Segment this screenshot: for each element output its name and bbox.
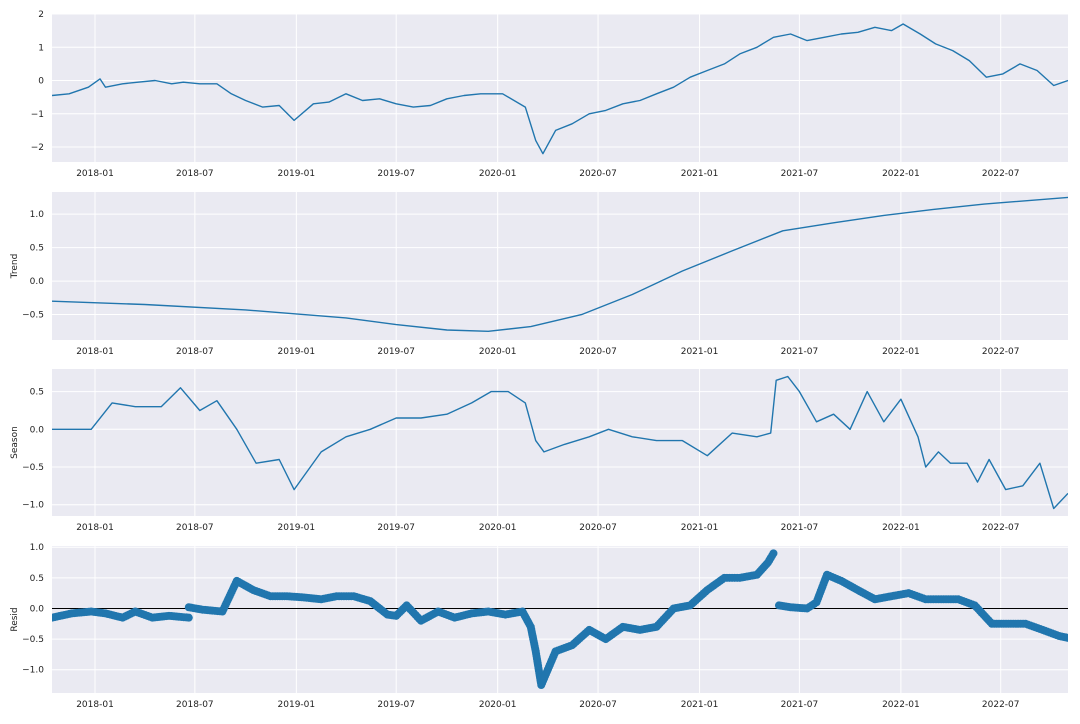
- plot-area: [52, 546, 1068, 693]
- y-tick-label: −0.5: [22, 635, 44, 645]
- x-tick-label: 2018-07: [176, 700, 214, 710]
- x-tick-label: 2020-07: [579, 347, 617, 357]
- x-tick-label: 2018-01: [76, 700, 114, 710]
- y-tick-label: 1.0: [30, 210, 45, 220]
- resid-point: [769, 549, 778, 558]
- y-tick-label: 0: [38, 77, 44, 87]
- x-tick-label: 2018-07: [176, 347, 214, 357]
- panel-trend: 2018-01 2018-07 2019-01 2019-07 2020-01 2020-…: [10, 192, 1068, 357]
- x-tick-label: 2022-07: [982, 523, 1020, 533]
- panel-resid: 2018-01 2018-07 2019-01 2019-07 2020-01 2020-…: [10, 543, 1068, 710]
- data-layer: [52, 196, 1068, 332]
- plot-area: [52, 192, 1068, 340]
- x-tick-label: 2019-07: [377, 700, 415, 710]
- series-line: [52, 23, 1068, 155]
- y-tick-label: 0.0: [30, 277, 45, 287]
- x-tick-label: 2021-07: [781, 347, 819, 357]
- series-line: [52, 196, 1068, 332]
- y-tick-label: −1: [31, 110, 44, 120]
- y-tick-label: 2: [38, 10, 44, 20]
- x-tick-label: 2018-07: [176, 523, 214, 533]
- x-tick-label: 2020-07: [579, 523, 617, 533]
- panel-observed: 2018-01 2018-07 2019-01 2019-07 2020-01 2020-…: [31, 10, 1068, 179]
- y-tick-label: 0.5: [30, 574, 44, 584]
- y-tick-label: 0.5: [30, 388, 44, 398]
- y-tick-label: −0.5: [22, 463, 44, 473]
- x-tick-label: 2018-01: [76, 523, 114, 533]
- data-layer: [52, 549, 1068, 690]
- y-axis-label: Season: [10, 426, 20, 459]
- y-tick-label: −1.0: [22, 501, 44, 511]
- x-tick-label: 2021-01: [681, 523, 719, 533]
- y-tick-label: 1: [38, 43, 44, 53]
- x-tick-label: 2019-01: [278, 523, 316, 533]
- x-tick-label: 2019-07: [377, 347, 415, 357]
- x-tick-label: 2018-01: [76, 169, 114, 179]
- x-tick-label: 2019-07: [377, 169, 415, 179]
- x-tick-label: 2021-01: [681, 169, 719, 179]
- x-tick-label: 2022-01: [882, 347, 920, 357]
- series-line: [52, 375, 1068, 510]
- resid-point: [1064, 633, 1068, 642]
- x-tick-label: 2022-07: [982, 700, 1020, 710]
- x-tick-label: 2018-07: [176, 169, 214, 179]
- y-axis-label: Resid: [10, 607, 20, 631]
- panel-season: 2018-01 2018-07 2019-01 2019-07 2020-01 2020-…: [10, 369, 1068, 533]
- x-tick-label: 2020-01: [479, 700, 517, 710]
- x-tick-label: 2019-01: [278, 169, 316, 179]
- x-tick-label: 2022-01: [882, 700, 920, 710]
- x-tick-label: 2019-01: [278, 700, 316, 710]
- x-tick-label: 2021-01: [681, 700, 719, 710]
- x-tick-label: 2021-07: [781, 169, 819, 179]
- x-tick-label: 2022-01: [882, 523, 920, 533]
- y-axis-label: Trend: [10, 254, 20, 280]
- x-tick-label: 2019-07: [377, 523, 415, 533]
- x-tick-label: 2020-01: [479, 347, 517, 357]
- x-tick-label: 2022-07: [982, 169, 1020, 179]
- x-tick-label: 2022-01: [882, 169, 920, 179]
- x-tick-label: 2021-01: [681, 347, 719, 357]
- y-tick-label: −1.0: [22, 666, 44, 676]
- y-tick-label: −0.5: [22, 311, 44, 321]
- y-tick-label: −2: [31, 143, 44, 153]
- resid-point: [184, 613, 193, 622]
- x-tick-label: 2022-07: [982, 347, 1020, 357]
- data-layer: [52, 23, 1068, 155]
- plot-area: [52, 14, 1068, 162]
- x-tick-label: 2021-07: [781, 523, 819, 533]
- x-tick-label: 2018-01: [76, 347, 114, 357]
- x-tick-label: 2021-07: [781, 700, 819, 710]
- x-tick-label: 2019-01: [278, 347, 316, 357]
- y-tick-label: 0.5: [30, 244, 44, 254]
- x-tick-label: 2020-01: [479, 523, 517, 533]
- data-layer: [52, 375, 1068, 510]
- x-tick-label: 2020-01: [479, 169, 517, 179]
- plot-area: [52, 369, 1068, 516]
- y-tick-label: 1.0: [30, 543, 45, 553]
- x-tick-label: 2020-07: [579, 700, 617, 710]
- x-tick-label: 2020-07: [579, 169, 617, 179]
- y-tick-label: 0.0: [30, 604, 45, 614]
- y-tick-label: 0.0: [30, 425, 45, 435]
